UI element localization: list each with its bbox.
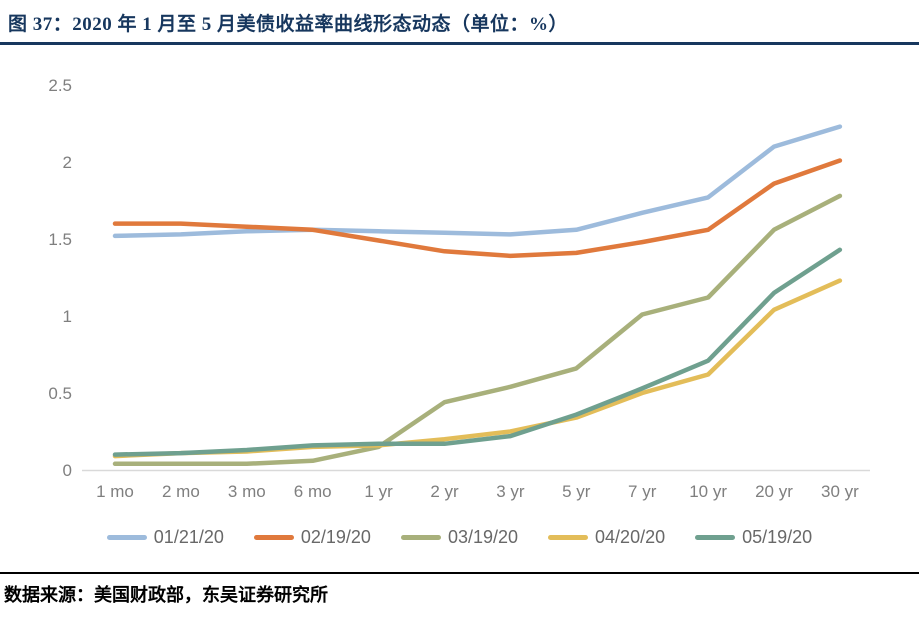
x-axis-tick-label: 30 yr <box>821 482 859 501</box>
y-axis-tick-label: 2.5 <box>48 76 72 95</box>
series-line-05/19/20 <box>112 247 843 457</box>
y-axis-tick-label: 0.5 <box>48 384 72 403</box>
x-axis-tick-label: 10 yr <box>689 482 727 501</box>
title-divider <box>0 42 919 45</box>
legend-swatch <box>695 535 736 540</box>
x-axis-tick-label: 1 yr <box>364 482 393 501</box>
yield-curve-chart: 0 0.5 1 1.5 2 2.5 1 mo 2 mo 3 mo 6 mo 1 yr 2 yr 3 yr… <box>0 45 919 520</box>
legend-label: 02/19/20 <box>300 527 371 547</box>
legend-label: 05/19/20 <box>742 527 813 547</box>
legend-item-03/19/20: 03/19/20 <box>400 527 519 548</box>
x-axis-tick-label: 20 yr <box>755 482 793 501</box>
legend-item-04/20/20: 04/20/20 <box>548 527 665 548</box>
figure-title: 图 37：2020 年 1 月至 5 月美债收益率曲线形态动态（单位：%） <box>8 14 569 35</box>
legend-label: 01/21/20 <box>153 527 224 547</box>
series-line-02/19/20 <box>112 158 843 259</box>
legend-label: 04/20/20 <box>595 527 666 547</box>
y-axis-tick-label: 1.5 <box>48 230 72 249</box>
x-axis-tick-label: 6 mo <box>294 482 332 501</box>
legend-swatch <box>253 535 294 540</box>
legend-label: 03/19/20 <box>447 527 519 547</box>
chart-canvas: 0 0.5 1 1.5 2 2.5 1 mo 2 mo 3 mo 6 mo 1 yr 2 yr 3 yr… <box>48 76 870 501</box>
chart-legend: 01/21/20 02/19/20 03/19/20 04/20/20 05/19/20 <box>0 527 919 548</box>
legend-swatch <box>400 535 441 540</box>
legend-swatch <box>548 535 589 540</box>
x-axis-tick-label: 2 yr <box>430 482 459 501</box>
x-axis-tick-label: 5 yr <box>562 482 591 501</box>
x-axis-tick-label: 1 mo <box>96 482 134 501</box>
y-axis-tick-label: 0 <box>63 461 72 480</box>
x-axis-tick-label: 3 mo <box>228 482 266 501</box>
footer-divider <box>0 572 919 574</box>
y-axis-tick-label: 2 <box>63 153 72 172</box>
series-line-03/19/20 <box>112 193 843 467</box>
x-axis-tick-label: 2 mo <box>162 482 200 501</box>
x-axis-tick-label: 3 yr <box>496 482 525 501</box>
data-source: 数据来源：美国财政部，东吴证券研究所 <box>4 585 328 605</box>
legend-item-05/19/20: 05/19/20 <box>695 527 812 548</box>
x-axis-tick-label: 7 yr <box>628 482 657 501</box>
y-axis-tick-label: 1 <box>63 307 72 326</box>
series-line-01/21/20 <box>112 124 843 239</box>
legend-swatch <box>106 535 147 540</box>
series-line-04/20/20 <box>112 278 843 459</box>
legend-item-01/21/20: 01/21/20 <box>106 527 224 548</box>
legend-item-02/19/20: 02/19/20 <box>253 527 371 548</box>
